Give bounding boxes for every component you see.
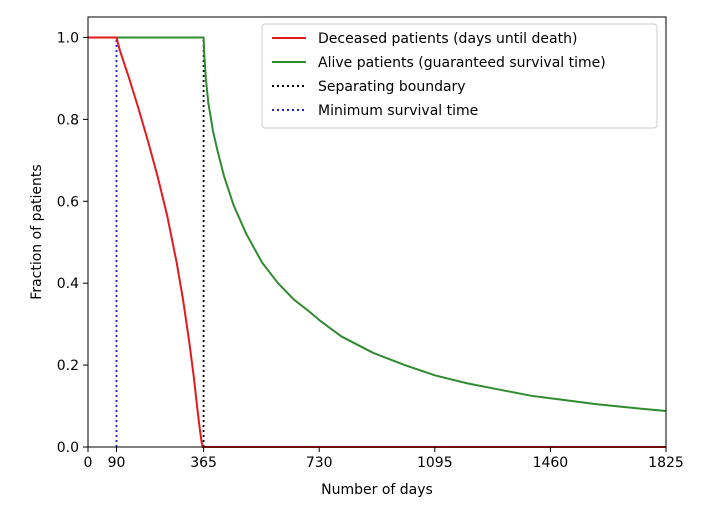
legend-box bbox=[261, 23, 658, 129]
x-tick-label: 365 bbox=[190, 455, 217, 471]
y-tick-label: 1.0 bbox=[57, 30, 79, 46]
legend-label-3: Minimum survival time bbox=[318, 103, 478, 119]
series-line-1 bbox=[88, 36, 667, 412]
x-tick-label: 90 bbox=[108, 455, 126, 471]
x-axis: 0 90 365 730 1095 1460 1825 bbox=[84, 447, 684, 471]
legend-label-1: Alive patients (guaranteed survival time… bbox=[318, 55, 606, 71]
x-tick-label: 0 bbox=[84, 455, 93, 471]
y-tick-label: 0.8 bbox=[57, 112, 79, 128]
legend-label-0: Deceased patients (days until death) bbox=[318, 31, 577, 47]
y-tick-label: 0.2 bbox=[57, 358, 79, 374]
y-axis: 0.0 0.2 0.4 0.6 0.8 1.0 bbox=[57, 30, 88, 456]
y-axis-label: Fraction of patients bbox=[29, 164, 45, 299]
plot-frame bbox=[87, 16, 667, 448]
legend: Deceased patients (days until death) Aliv… bbox=[261, 23, 658, 129]
x-tick-label: 1460 bbox=[533, 455, 569, 471]
legend-label-2: Separating boundary bbox=[318, 79, 466, 95]
x-tick-label: 1825 bbox=[648, 455, 684, 471]
x-tick-label: 730 bbox=[306, 455, 333, 471]
x-axis-label: Number of days bbox=[321, 482, 433, 498]
y-tick-label: 0.6 bbox=[57, 194, 79, 210]
y-tick-label: 0.4 bbox=[57, 276, 79, 292]
x-tick-label: 1095 bbox=[417, 455, 453, 471]
y-tick-label: 0.0 bbox=[57, 440, 79, 456]
